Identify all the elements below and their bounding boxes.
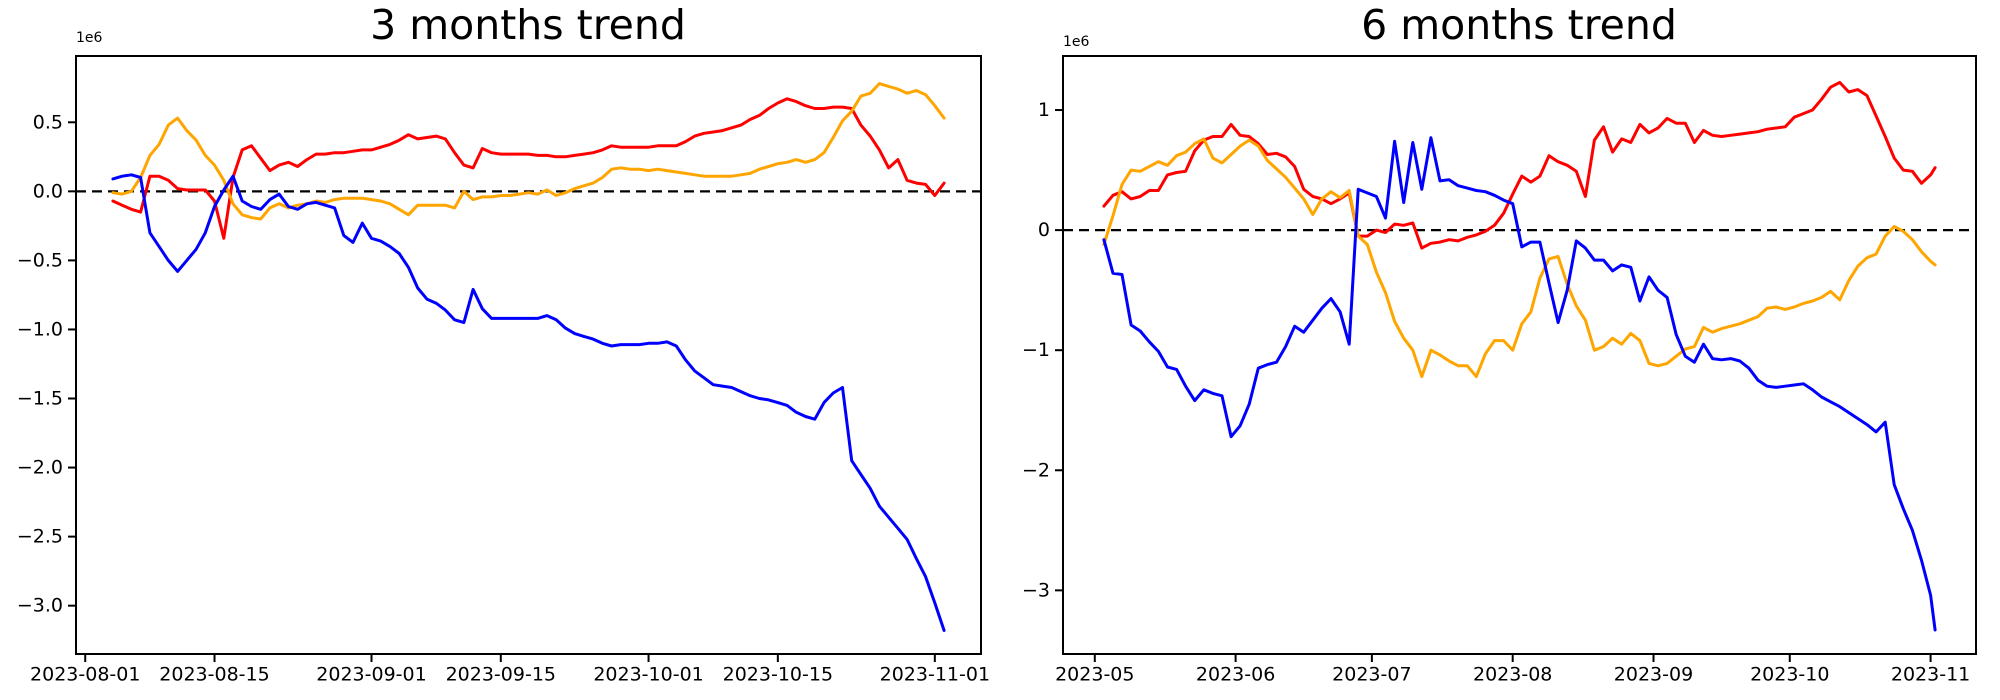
series-red-line xyxy=(1102,80,1937,250)
x-tick-label: 2023-06 xyxy=(1196,664,1275,686)
series-blue-line xyxy=(1102,136,1937,632)
y-axis-offset-label-left: 1e6 xyxy=(76,30,103,46)
y-tick-label: −3.0 xyxy=(17,595,63,617)
x-tick-label: 2023-09-01 xyxy=(316,664,426,686)
x-tick-label: 2023-08-01 xyxy=(30,664,140,686)
y-tick-label: 0.0 xyxy=(33,180,63,202)
x-tick-label: 2023-08 xyxy=(1473,664,1552,686)
x-tick-label: 2023-07 xyxy=(1332,664,1411,686)
series-blue-line xyxy=(111,173,946,632)
x-tick-label: 2023-10-01 xyxy=(593,664,703,686)
y-tick-label: −2 xyxy=(1022,459,1050,481)
series-orange-line xyxy=(111,82,946,221)
y-tick-label: 1 xyxy=(1038,99,1050,121)
x-tick-label: 2023-05 xyxy=(1055,664,1134,686)
x-tick-label: 2023-10-15 xyxy=(723,664,833,686)
axes-spines xyxy=(75,55,982,655)
axes-spines xyxy=(1062,55,1977,655)
series-orange-line xyxy=(1102,137,1937,379)
y-tick-label: −1.5 xyxy=(17,388,63,410)
y-tick-label: −3 xyxy=(1022,579,1050,601)
x-tick-label: 2023-10 xyxy=(1750,664,1829,686)
x-tick-label: 2023-11 xyxy=(1891,664,1970,686)
y-tick-label: −1 xyxy=(1022,339,1050,361)
x-tick-label: 2023-09-15 xyxy=(446,664,556,686)
x-tick-label: 2023-11-01 xyxy=(880,664,990,686)
y-tick-label: 0.5 xyxy=(33,111,63,133)
subplot-title-3-months: 3 months trend xyxy=(370,1,686,49)
x-tick-label: 2023-08-15 xyxy=(159,664,269,686)
x-tick-label: 2023-09 xyxy=(1614,664,1693,686)
y-tick-label: −0.5 xyxy=(17,249,63,271)
y-tick-label: 0 xyxy=(1038,219,1050,241)
y-axis-offset-label-right: 1e6 xyxy=(1063,34,1090,50)
y-tick-label: −1.0 xyxy=(17,318,63,340)
subplot-title-6-months: 6 months trend xyxy=(1361,1,1677,49)
y-tick-label: −2.0 xyxy=(17,457,63,479)
series-red-line xyxy=(111,97,946,240)
y-tick-label: −2.5 xyxy=(17,526,63,548)
